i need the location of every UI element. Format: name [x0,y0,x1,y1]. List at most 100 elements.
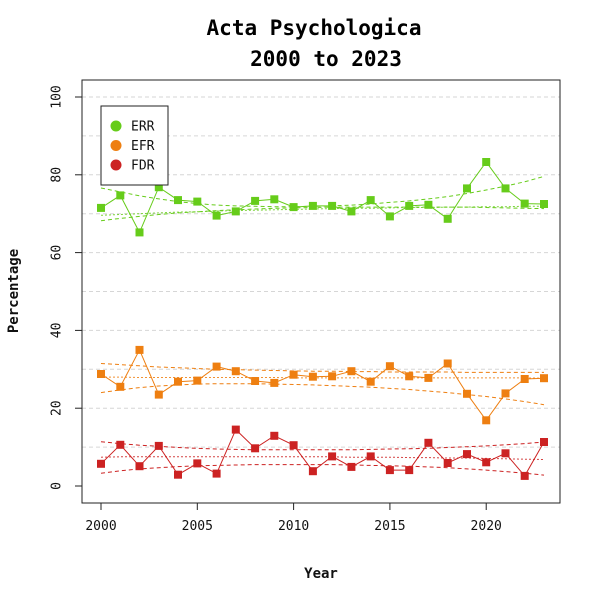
efr-data-point [443,359,452,368]
err-data-point [116,191,125,200]
y-tick-label: 100 [50,85,65,108]
err-data-point [540,200,548,208]
legend-label-err: ERR [131,120,155,135]
legend: ERR EFR FDR [100,105,169,186]
efr-data-point [116,382,125,391]
efr-data-point [251,377,260,385]
fdr-data-point [385,466,394,475]
y-tick-label: 40 [50,323,65,339]
efr-data-point [501,389,510,398]
y-axis-label: Percentage [6,249,22,333]
fdr-data-point [97,459,105,468]
fdr-data-point [347,462,356,471]
y-tick-label: 20 [50,400,65,416]
fdr-data-point [366,452,375,461]
fdr-data-point [443,459,452,467]
efr-data-point [328,372,337,381]
err-data-point [405,201,414,210]
fdr-data-point [308,467,317,476]
efr-data-point [405,372,414,381]
fdr-data-point [405,466,414,475]
efr-data-point [289,370,298,379]
fdr-data-point [463,450,471,459]
err-data-point [289,203,298,212]
fdr-data-point [154,441,163,450]
fdr-data-point [212,469,221,478]
fdr-data-point [289,441,298,450]
efr-data-point [270,378,279,387]
legend-label-fdr: FDR [131,159,155,174]
efr-data-point [463,389,471,398]
legend-marker-fdr [110,159,122,171]
trend-bands [100,175,545,476]
x-tick-label: 2020 [471,519,502,534]
err-ci-upper-line [100,175,545,208]
chart-title-line-1: Acta Psychologica [207,16,422,40]
series-points [97,158,548,480]
fdr-data-point [328,452,337,461]
chart-title-line-2: 2000 to 2023 [250,47,402,71]
efr-data-point [193,376,202,385]
fdr-series-line [100,428,545,477]
efr-data-point [424,373,433,382]
fdr-data-point [482,458,491,467]
err-data-point [231,207,240,216]
fdr-data-point [174,470,182,479]
efr-data-point [385,362,394,371]
fdr-data-point [116,440,125,449]
fdr-data-point [251,444,260,453]
err-data-point [424,200,433,209]
fdr-data-point [520,471,529,480]
err-data-point [212,211,221,220]
efr-trend-line [101,376,545,379]
err-data-point [443,214,452,223]
efr-data-point [174,377,182,386]
fdr-data-point [424,438,433,447]
efr-ci-upper-line [100,363,544,373]
err-data-point [520,199,529,208]
x-tick-label: 2015 [374,519,405,534]
efr-data-point [212,362,221,371]
fdr-data-point [270,431,279,440]
err-data-point [97,203,105,212]
err-data-point [174,196,182,205]
axes: 2000 2005 2010 2015 2020 0 20 40 60 80 100 [50,85,502,534]
fdr-data-point [501,449,510,458]
efr-data-point [520,375,529,383]
fdr-data-point [540,438,548,446]
fdr-ci-lower-line [100,464,545,476]
efr-data-point [482,416,491,425]
err-data-point [347,207,356,216]
efr-data-point [540,374,548,383]
err-data-point [482,158,491,166]
err-data-point [463,184,471,193]
efr-data-point [135,345,144,354]
x-tick-label: 2010 [278,519,309,534]
err-data-point [154,183,163,192]
efr-data-point [366,377,375,386]
efr-data-point [308,372,317,381]
efr-data-point [231,367,240,376]
fdr-ci-upper-line [100,441,545,451]
err-trend-line [100,205,544,216]
efr-data-point [154,390,163,399]
y-tick-label: 0 [50,482,65,490]
fdr-data-point [193,459,202,468]
err-data-point [366,196,375,205]
err-data-point [385,212,394,221]
legend-marker-err [110,120,122,132]
y-tick-label: 60 [50,245,65,261]
legend-label-efr: EFR [131,139,155,154]
x-tick-label: 2005 [182,519,213,534]
err-data-point [328,201,337,210]
fdr-data-point [231,425,240,434]
err-data-point [308,201,317,210]
efr-data-point [347,367,356,376]
efr-ci-lower-line [100,383,545,406]
err-data-point [270,195,279,204]
y-tick-label: 80 [50,167,65,183]
err-data-point [135,228,144,237]
err-data-point [501,184,510,193]
plot-frame [81,79,561,504]
